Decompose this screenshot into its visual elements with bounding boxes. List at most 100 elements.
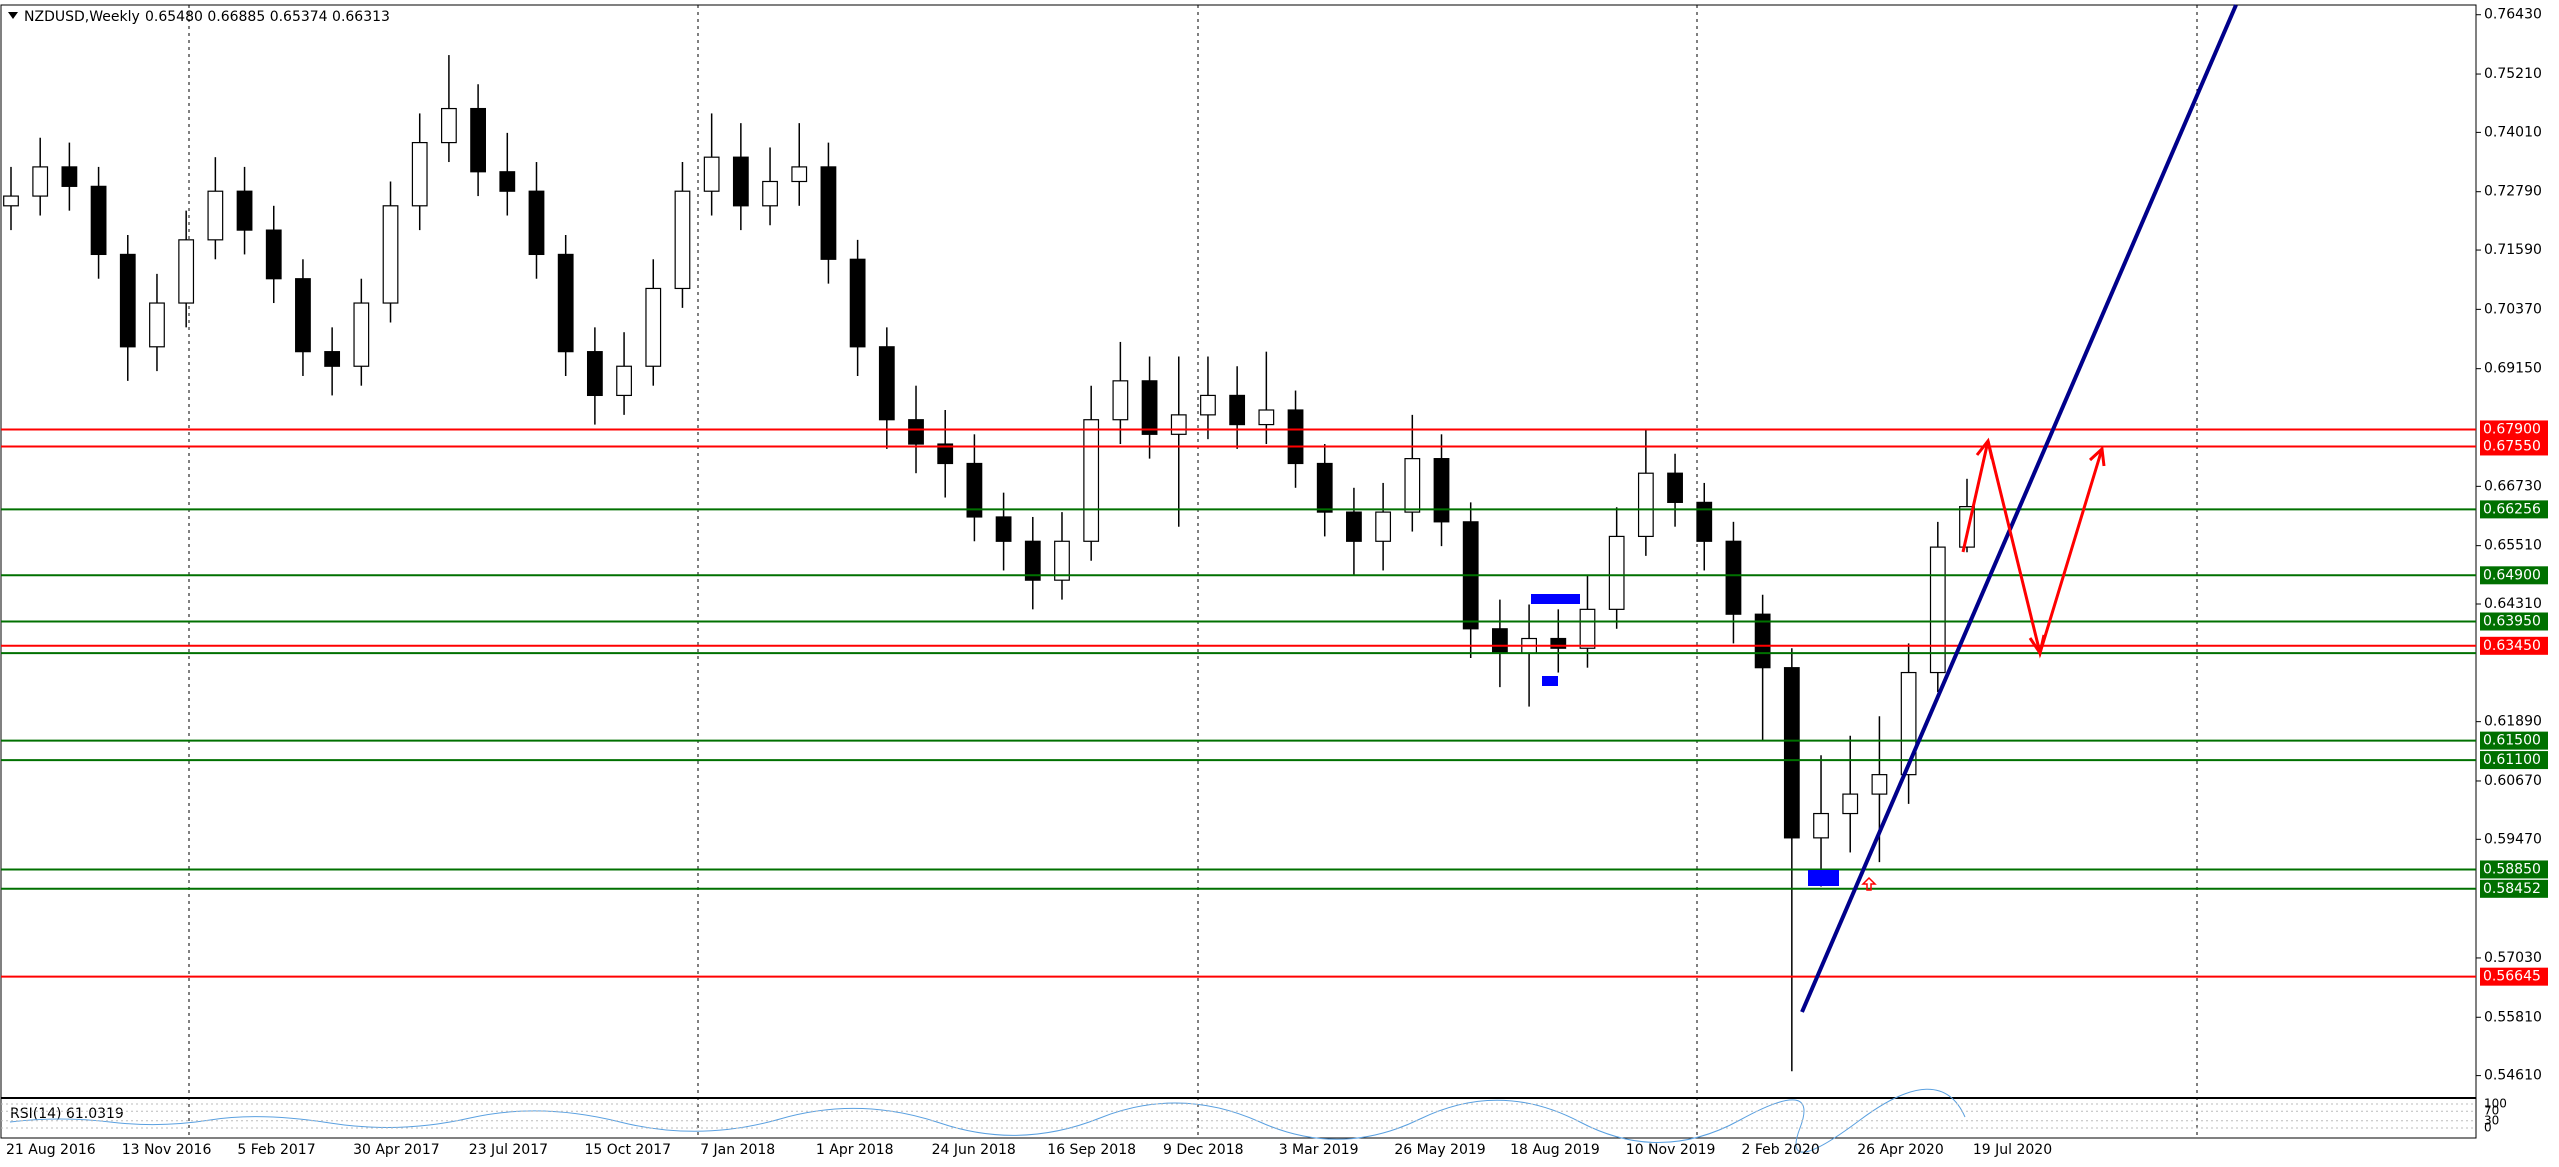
x-tick-label: 7 Jan 2018: [700, 1142, 775, 1158]
candle-body: [1229, 394, 1246, 426]
level-label-box: [2480, 437, 2548, 456]
candle-body: [1375, 511, 1392, 542]
x-tick-label: 10 Nov 2019: [1626, 1142, 1716, 1158]
level-label-box: [2480, 731, 2548, 750]
candle-body: [732, 156, 749, 207]
candle-body: [1054, 540, 1070, 581]
y-tick-label: 0.70370: [2484, 301, 2542, 317]
projection-path: [1961, 440, 2104, 659]
zone-box: [1542, 676, 1558, 686]
x-tick-label: 24 Jun 2018: [932, 1142, 1016, 1158]
drawings: [1531, 4, 2238, 1013]
candle-body: [1842, 793, 1859, 815]
candle-body: [470, 107, 487, 173]
level-label: 0.61500: [2483, 733, 2541, 749]
indicator-tick-label: 70: [2484, 1104, 2499, 1118]
y-tick-label: 0.61890: [2484, 714, 2542, 730]
level-label-box: [2480, 967, 2548, 986]
candle-body: [557, 253, 574, 353]
indicator-tick-label: 0: [2484, 1121, 2492, 1135]
y-tick-label: 0.75210: [2484, 66, 2542, 82]
x-tick-label: 3 Mar 2019: [1279, 1142, 1359, 1158]
candle-body: [353, 302, 370, 367]
candle-body: [1550, 637, 1567, 649]
candle-body: [1667, 472, 1683, 503]
level-label-box: [2480, 860, 2548, 879]
candle-body: [616, 365, 632, 397]
candle-body: [499, 171, 516, 192]
candle-body: [1258, 409, 1275, 426]
candle-body: [791, 166, 808, 183]
candle-body: [645, 287, 662, 367]
candle-body: [1491, 628, 1508, 654]
arrow-head: [2088, 445, 2106, 467]
signal-arrow: [1861, 876, 1877, 891]
menu-triangle[interactable]: [8, 12, 18, 19]
level-label: 0.61100: [2483, 752, 2541, 768]
candle-body: [1200, 394, 1216, 416]
level-label: 0.63950: [2483, 613, 2541, 629]
y-tick-label: 0.60670: [2484, 773, 2542, 789]
candle-body: [1024, 540, 1041, 581]
candle-body: [441, 107, 457, 144]
level-label: 0.58850: [2483, 861, 2541, 877]
candle-body: [1754, 613, 1771, 669]
x-tick-label: 5 Feb 2017: [237, 1142, 315, 1158]
candle-body: [3, 195, 19, 207]
candle-body: [1112, 380, 1129, 421]
candle-body: [1929, 546, 1946, 674]
trend-line: [1800, 4, 2238, 1013]
candle-body: [265, 229, 282, 280]
candle-body: [1725, 540, 1742, 615]
candle-body: [586, 351, 603, 397]
candle-body: [61, 166, 78, 187]
level-label: 0.56645: [2483, 969, 2541, 985]
arrow-head: [1975, 437, 1994, 460]
candle-body: [382, 205, 399, 304]
x-tick-label: 13 Nov 2016: [122, 1142, 212, 1158]
level-label-box: [2480, 500, 2548, 519]
candle-body: [1579, 608, 1596, 649]
level-label-box: [2480, 751, 2548, 770]
candle-body: [236, 190, 253, 231]
x-tick-label: 1 Apr 2018: [816, 1142, 894, 1158]
x-tick-label: 23 Jul 2017: [469, 1142, 548, 1158]
x-tick-label: 2 Feb 2020: [1742, 1142, 1820, 1158]
candle-body: [1433, 458, 1450, 523]
y-tick-label: 0.74010: [2484, 124, 2542, 140]
y-tick-label: 0.55810: [2484, 1009, 2542, 1025]
y-tick-label: 0.59470: [2484, 831, 2542, 847]
x-tick-label: 18 Aug 2019: [1510, 1142, 1600, 1158]
candle-body: [1637, 472, 1654, 538]
zone-box: [1531, 594, 1580, 604]
candle-body: [1316, 462, 1333, 513]
y-tick-label: 0.64310: [2484, 596, 2542, 612]
candle-body: [849, 258, 866, 348]
y-tick-label: 0.54610: [2484, 1068, 2542, 1084]
y-tick-label: 0.71590: [2484, 242, 2542, 258]
candle-body: [528, 190, 545, 256]
candle-body: [1783, 667, 1800, 839]
level-label-box: [2480, 636, 2548, 655]
candle-body: [32, 166, 49, 197]
candle-body: [149, 302, 165, 348]
candle-body: [1696, 501, 1713, 542]
y-tick-label: 0.72790: [2484, 184, 2542, 200]
level-label: 0.63450: [2483, 638, 2541, 654]
candle-body: [90, 185, 107, 256]
candle-body: [966, 462, 983, 518]
indicator-tick-label: 30: [2484, 1113, 2499, 1127]
x-tick-label: 15 Oct 2017: [585, 1142, 672, 1158]
level-label-box: [2480, 612, 2548, 631]
y-tick-label: 0.57030: [2484, 950, 2542, 966]
candle-body: [995, 516, 1012, 542]
x-tick-label: 16 Sep 2018: [1047, 1142, 1136, 1158]
candle-body: [1287, 409, 1304, 465]
candle-body: [703, 156, 720, 192]
candle-body: [937, 443, 954, 465]
candle-body: [1346, 511, 1362, 542]
zone-box: [1808, 870, 1839, 886]
rsi-line: [9, 1088, 1966, 1153]
